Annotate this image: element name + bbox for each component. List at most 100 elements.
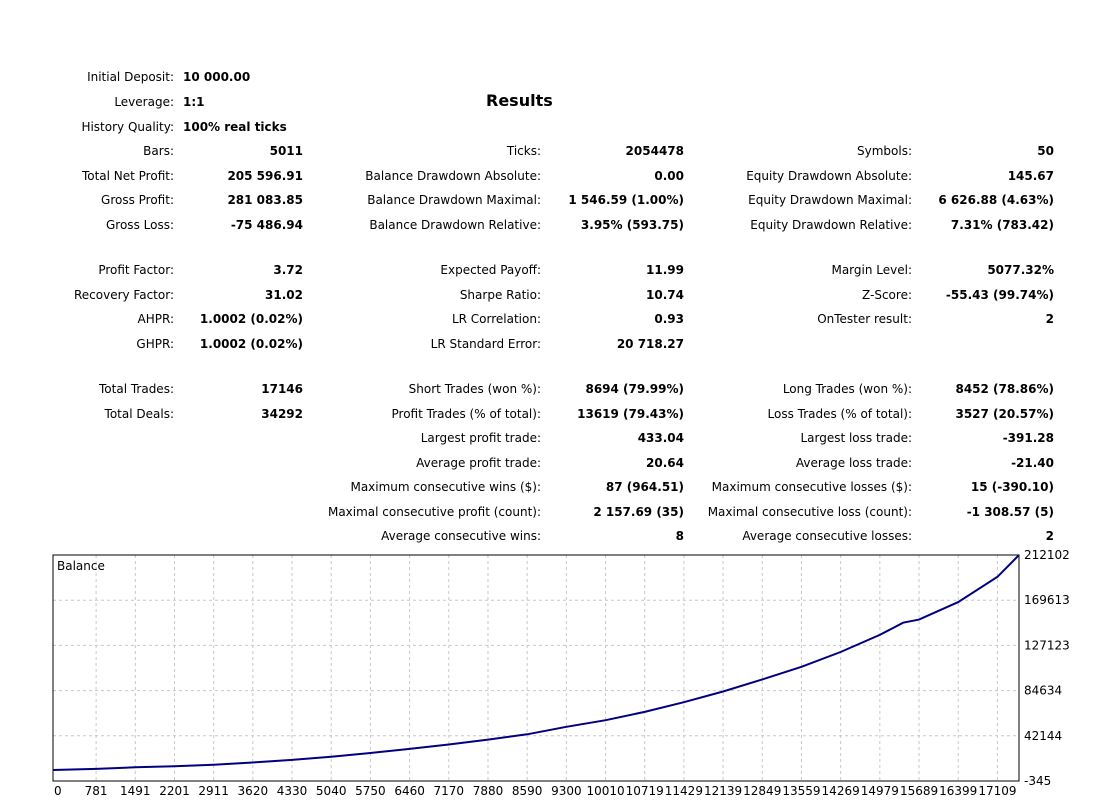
x-tick-label: 5040 (316, 784, 347, 798)
col2-value: 2054478 (625, 144, 684, 158)
x-tick-label: 8590 (512, 784, 543, 798)
col3-label: Equity Drawdown Maximal: (748, 193, 912, 207)
col2-value: 1 546.59 (1.00%) (568, 193, 684, 207)
col1-value: 31.02 (265, 288, 303, 302)
col1-value: 1.0002 (0.02%) (199, 337, 303, 351)
col2-label: Profit Trades (% of total): (391, 407, 541, 421)
col1-label: AHPR: (137, 312, 174, 326)
x-tick-label: 14269 (822, 784, 860, 798)
col2-label: Maximal consecutive profit (count): (327, 505, 541, 519)
col1-label: History Quality: (81, 120, 174, 134)
col1-value: 1.0002 (0.02%) (199, 312, 303, 326)
col2-label: Short Trades (won %): (408, 382, 541, 396)
col1-label: Total Net Profit: (81, 169, 174, 183)
col3-label: Equity Drawdown Absolute: (746, 169, 912, 183)
col1-value: 1:1 (183, 95, 205, 109)
legend-balance: Balance (57, 559, 105, 573)
col2-value: 10.74 (646, 288, 684, 302)
x-tick-label: 2201 (159, 784, 190, 798)
x-tick-label: 15689 (900, 784, 938, 798)
x-tick-label: 2911 (198, 784, 229, 798)
x-tick-label: 11429 (665, 784, 703, 798)
y-tick-label: 212102 (1024, 550, 1070, 562)
col2-label: Largest profit trade: (420, 431, 541, 445)
col1-label: Bars: (143, 144, 174, 158)
x-tick-label: 14979 (861, 784, 899, 798)
col2-value: 20.64 (646, 456, 684, 470)
x-tick-label: 12849 (743, 784, 781, 798)
col1-label: Total Trades: (99, 382, 174, 396)
col3-label: Average loss trade: (795, 456, 912, 470)
col2-value: 0.00 (654, 169, 684, 183)
col1-value: 3.72 (273, 263, 303, 277)
col2-label: Sharpe Ratio: (459, 288, 541, 302)
y-tick-label: 127123 (1024, 638, 1070, 652)
col3-label: Loss Trades (% of total): (767, 407, 913, 421)
col3-label: Largest loss trade: (800, 431, 912, 445)
x-tick-label: 10719 (626, 784, 664, 798)
report-title: Results (486, 91, 553, 110)
col1-value: 10 000.00 (183, 70, 251, 84)
col3-label: OnTester result: (817, 312, 912, 326)
col3-value: -391.28 (1002, 431, 1054, 445)
col3-label: Long Trades (won %): (782, 382, 912, 396)
x-tick-label: 16399 (939, 784, 977, 798)
col3-value: -55.43 (99.74%) (945, 288, 1054, 302)
x-tick-label: 6460 (394, 784, 425, 798)
y-tick-label: 42144 (1024, 729, 1062, 743)
col2-label: LR Correlation: (451, 312, 541, 326)
col2-label: Expected Payoff: (440, 263, 541, 277)
col3-value: 2 (1045, 312, 1054, 326)
col2-value: 2 157.69 (35) (593, 505, 684, 519)
x-tick-label: 12139 (704, 784, 742, 798)
x-tick-label: 9300 (551, 784, 582, 798)
col1-label: Gross Profit: (101, 193, 174, 207)
col2-label: Maximum consecutive wins ($): (350, 480, 541, 494)
col1-label: Profit Factor: (98, 263, 174, 277)
col2-label: Balance Drawdown Maximal: (367, 193, 541, 207)
col3-value: 2 (1045, 529, 1054, 543)
col3-value: 50 (1037, 144, 1054, 158)
x-tick-label: 7170 (434, 784, 465, 798)
x-tick-label: 3620 (238, 784, 269, 798)
col2-label: Ticks: (506, 144, 541, 158)
col1-label: Gross Loss: (106, 218, 174, 232)
col2-value: 20 718.27 (616, 337, 684, 351)
col2-value: 433.04 (637, 431, 684, 445)
col1-value: 281 083.85 (227, 193, 303, 207)
col2-value: 8 (675, 529, 684, 543)
x-tick-label: 5750 (355, 784, 386, 798)
col3-label: Average consecutive losses: (742, 529, 912, 543)
x-tick-label: 17109 (978, 784, 1016, 798)
x-tick-label: 781 (85, 784, 108, 798)
balance-chart: Balance 212102 169613 127123 84634 42144 -345… (52, 550, 1070, 798)
col3-label: Maximum consecutive losses ($): (711, 480, 912, 494)
col3-value: 3527 (20.57%) (955, 407, 1054, 421)
col1-value: 34292 (261, 407, 303, 421)
x-tick-label: 7880 (473, 784, 504, 798)
balance-series-line (52, 554, 1020, 771)
col1-label: Recovery Factor: (73, 288, 174, 302)
col1-label: Leverage: (114, 95, 174, 109)
col3-label: Symbols: (857, 144, 912, 158)
x-tick-label: 1491 (120, 784, 151, 798)
col3-label: Margin Level: (831, 263, 912, 277)
x-tick-label: 13559 (782, 784, 820, 798)
col3-value: -1 308.57 (5) (966, 505, 1054, 519)
col1-label: GHPR: (136, 337, 174, 351)
col1-label: Total Deals: (104, 407, 174, 421)
x-tick-label: 0 (54, 784, 62, 798)
col1-value: -75 486.94 (230, 218, 303, 232)
col1-value: 17146 (261, 382, 303, 396)
col2-value: 11.99 (646, 263, 684, 277)
col3-value: -21.40 (1011, 456, 1054, 470)
col1-label: Initial Deposit: (87, 70, 174, 84)
col3-value: 5077.32% (987, 263, 1054, 277)
col2-value: 3.95% (593.75) (580, 218, 684, 232)
col2-value: 13619 (79.43%) (577, 407, 684, 421)
col3-label: Maximal consecutive loss (count): (707, 505, 912, 519)
col2-label: Balance Drawdown Relative: (369, 218, 541, 232)
col1-value: 5011 (269, 144, 303, 158)
col3-value: 7.31% (783.42) (950, 218, 1054, 232)
col2-value: 87 (964.51) (605, 480, 684, 494)
